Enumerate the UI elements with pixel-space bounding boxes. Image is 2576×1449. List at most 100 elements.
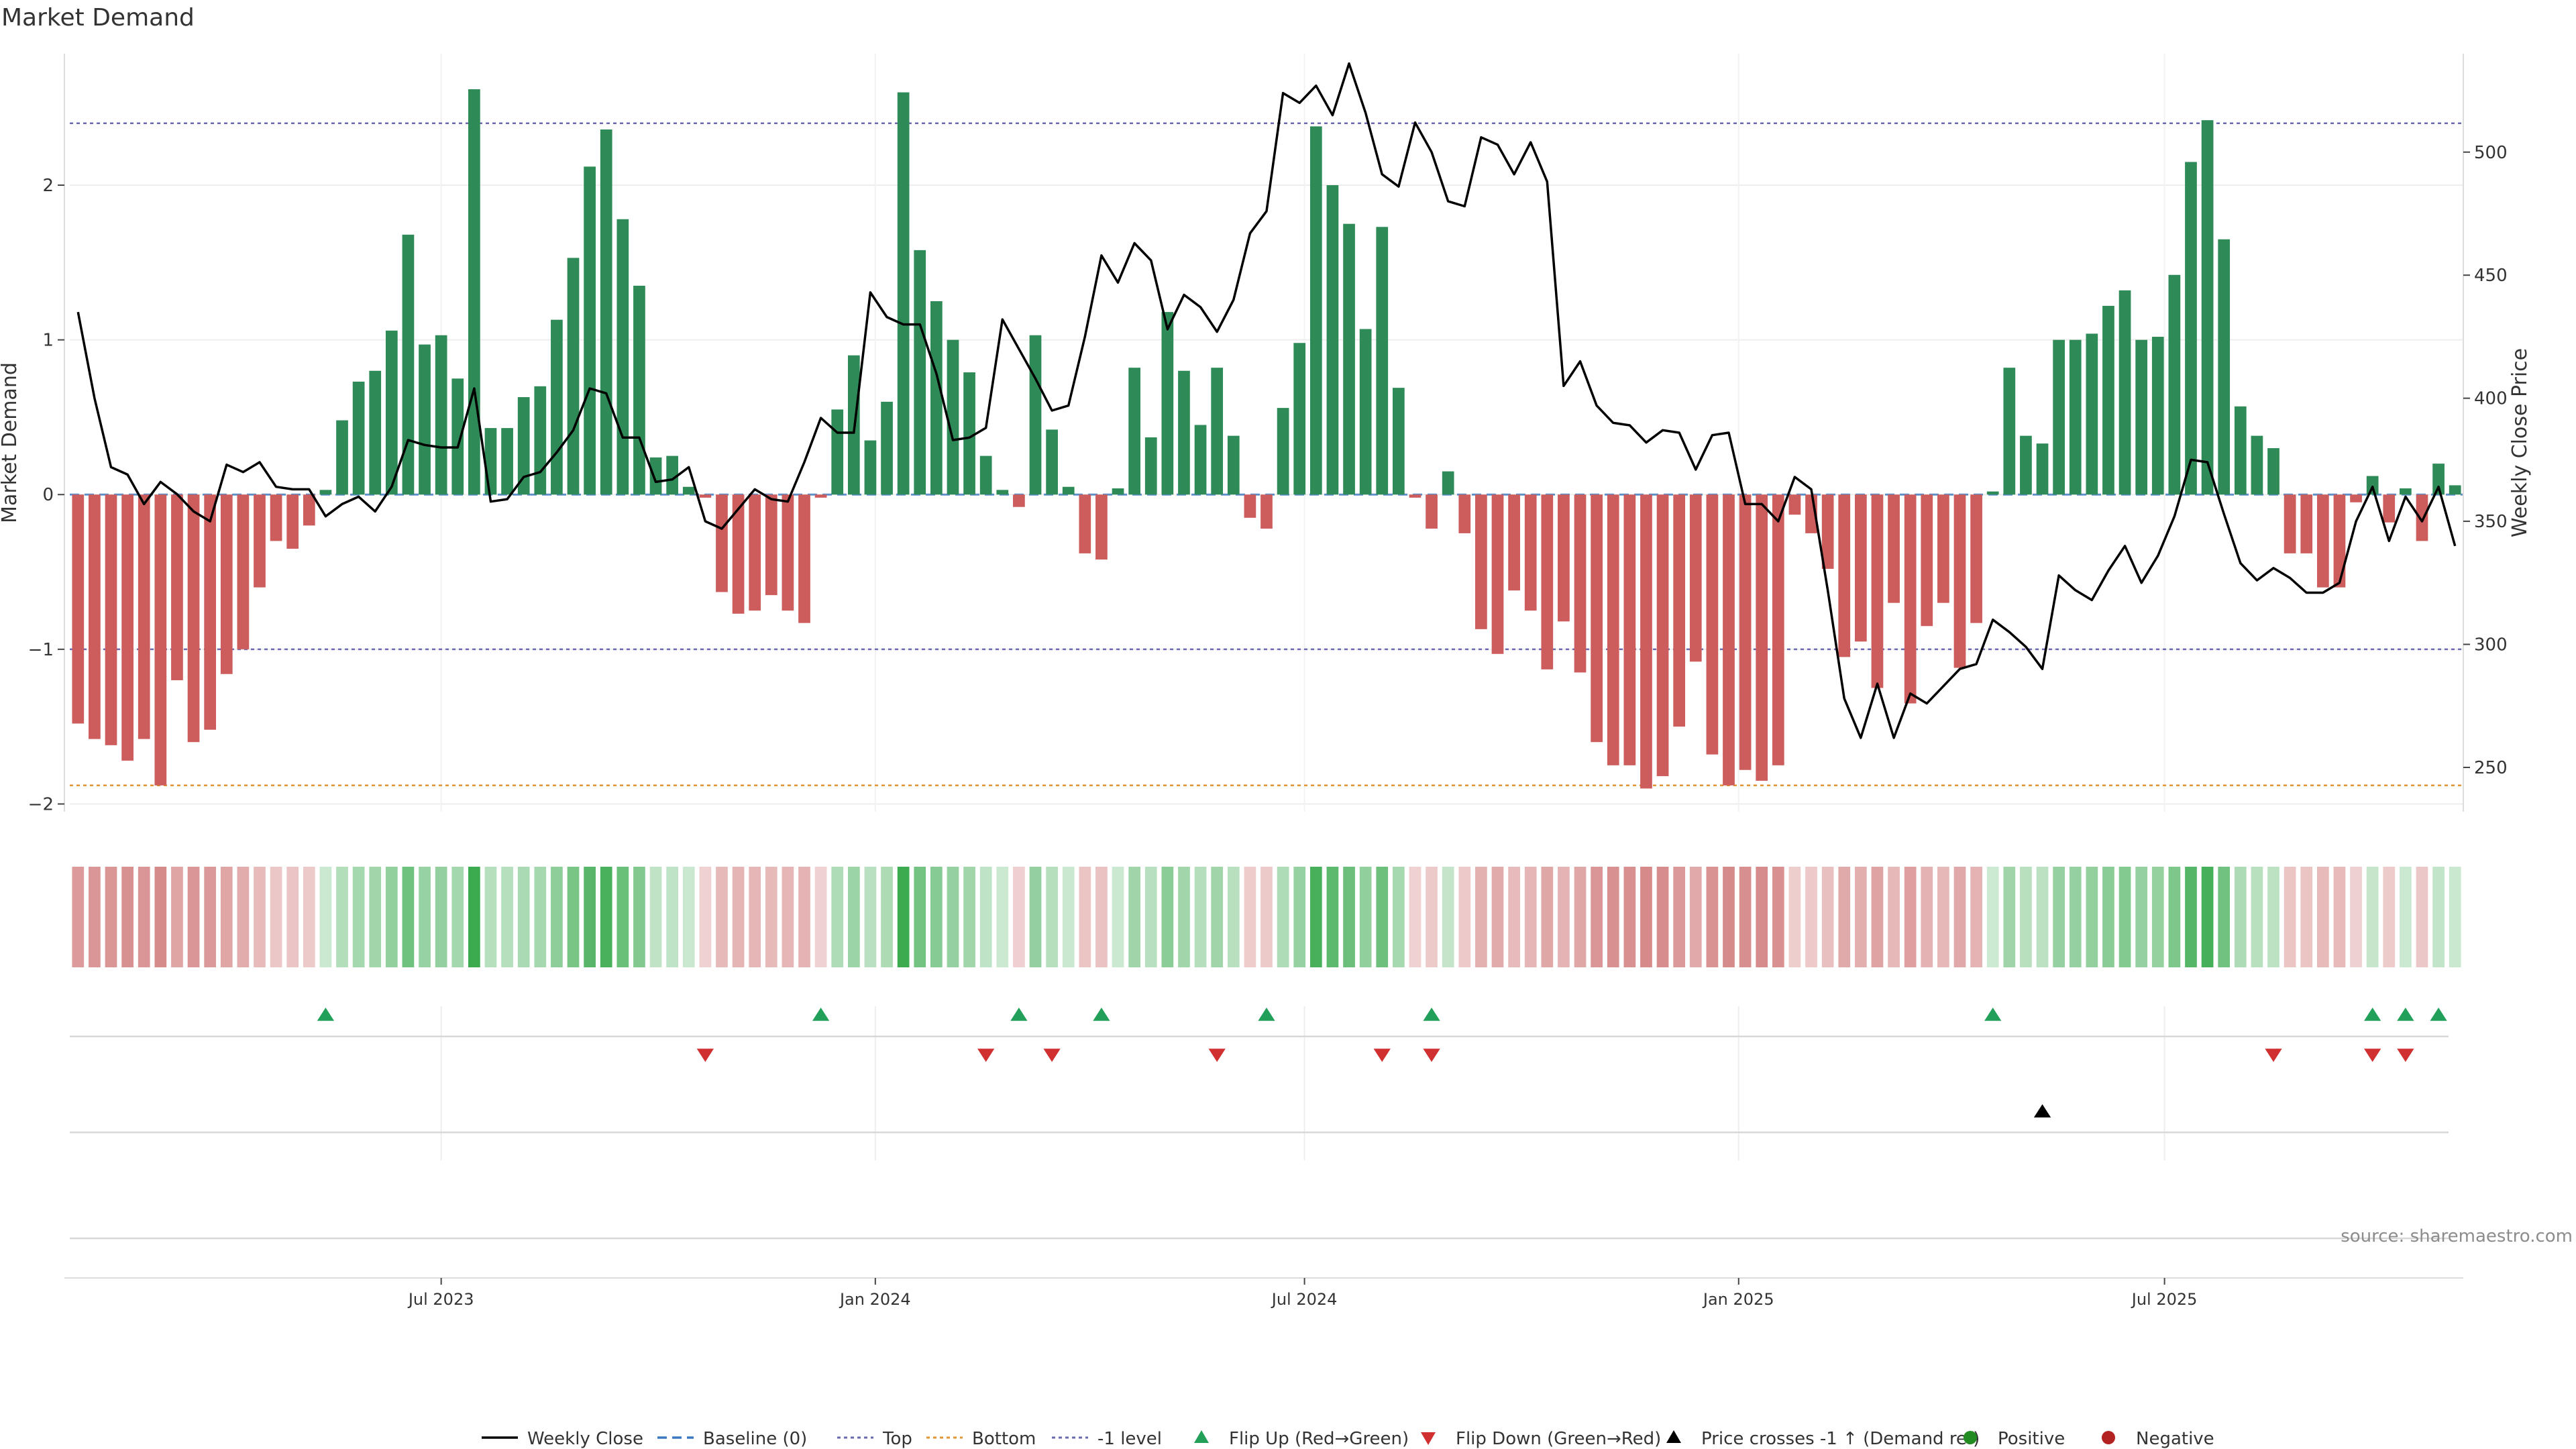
x-tick-label: Jul 2023 [407,1290,474,1309]
y2-tick-label: 350 [2474,512,2508,532]
demand-bar-negative [1888,494,1900,603]
demand-bar-positive [2069,339,2082,495]
heat-cell [1838,867,1851,967]
heat-cell [2432,867,2445,967]
heat-cell [2400,867,2412,967]
heat-cell [798,867,810,967]
demand-bar-positive [947,339,959,495]
legend-swatch-marker [1421,1432,1436,1445]
demand-bar-positive [1194,425,1207,495]
heat-cell [501,867,513,967]
flip-down-marker [1373,1049,1391,1062]
demand-bar-negative [1013,494,1025,507]
heat-cell [220,867,233,967]
demand-bar-negative [1574,494,1587,673]
legend-item: Baseline (0) [657,1429,807,1449]
heat-cell [484,867,497,967]
demand-bar-positive [517,396,530,495]
heat-cell [303,867,315,967]
demand-bar-negative [1260,494,1273,529]
demand-bar-positive [996,490,1009,495]
heat-cell [1277,867,1289,967]
demand-bar-positive [352,381,365,495]
heat-cell [2218,867,2231,967]
demand-bar-positive [2185,162,2197,495]
heat-cell [369,867,382,967]
chart-title: Market Demand [1,4,195,32]
demand-bar-negative [1921,494,1933,627]
heat-cell [749,867,761,967]
heat-cell [270,867,282,967]
heat-cell [1739,867,1752,967]
demand-bar-positive [1293,343,1306,495]
heat-cell [402,867,415,967]
demand-bar-negative [286,494,299,549]
weekly-close-line [76,62,2457,739]
heat-cell [352,867,365,967]
heat-cell [716,867,728,967]
heat-cell [1640,867,1652,967]
demand-bar-negative [1772,494,1784,765]
heat-cell [1128,867,1141,967]
demand-bar-positive [369,370,382,495]
flip-down-marker [2364,1049,2381,1062]
heat-cell [1623,867,1636,967]
heat-cell [2086,867,2098,967]
demand-bar-negative [1607,494,1619,765]
demand-bar-positive [831,409,844,495]
demand-bar-negative [1904,494,1917,704]
heat-cell [633,867,645,967]
heat-cell [2168,867,2181,967]
demand-bar-negative [2350,494,2362,502]
y2-tick-label: 500 [2474,143,2508,163]
heat-cell [2201,867,2214,967]
heat-cell [2366,867,2379,967]
heat-cell [1359,867,1372,967]
y-tick-label: 1 [42,331,54,351]
demand-bar-positive [319,490,332,495]
demand-bar-negative [1854,494,1867,642]
demand-bar-positive [1227,435,1240,495]
heat-cell [2185,867,2197,967]
demand-bar-negative [782,494,794,611]
demand-bar-positive [2135,339,2148,495]
demand-bar-negative [1508,494,1520,591]
heat-cell [963,867,975,967]
flip-down-marker [2265,1049,2282,1062]
heat-cell [89,867,101,967]
demand-bar-positive [2168,274,2181,495]
demand-bar-positive [1309,126,1322,495]
heat-cell [1541,867,1554,967]
heat-cell [2267,867,2279,967]
demand-bar-positive [2102,305,2114,495]
flip-up-marker [1423,1008,1440,1021]
demand-bar-negative [749,494,761,611]
demand-bar-negative [1591,494,1603,743]
legend-label: Price crosses -1 ↑ (Demand ref) [1701,1429,1980,1449]
flip-up-marker [1984,1008,2002,1021]
heat-cell [1293,867,1306,967]
flip-down-marker [696,1049,714,1062]
heat-cell [847,867,860,967]
demand-bar-positive [1112,488,1124,495]
demand-bar-negative [1541,494,1554,669]
heat-cell [1442,867,1454,967]
legend-label: Top [882,1429,912,1449]
heat-cell [1194,867,1207,967]
heat-cell [765,867,777,967]
x-tick-label: Jan 2025 [1702,1290,1774,1309]
legend-item: Flip Up (Red→Green) [1194,1429,1409,1449]
heat-cell [682,867,695,967]
demand-bar-positive [484,428,497,495]
heat-cell [1409,867,1421,967]
heat-cell [319,867,332,967]
demand-bar-negative [1706,494,1719,755]
heat-cell [204,867,217,967]
legend-label: Negative [2136,1429,2214,1449]
heat-cell [1805,867,1817,967]
flip-down-marker [1208,1049,1226,1062]
flip-down-marker [1423,1049,1440,1062]
heat-cell [782,867,794,967]
heat-cell [2383,867,2396,967]
